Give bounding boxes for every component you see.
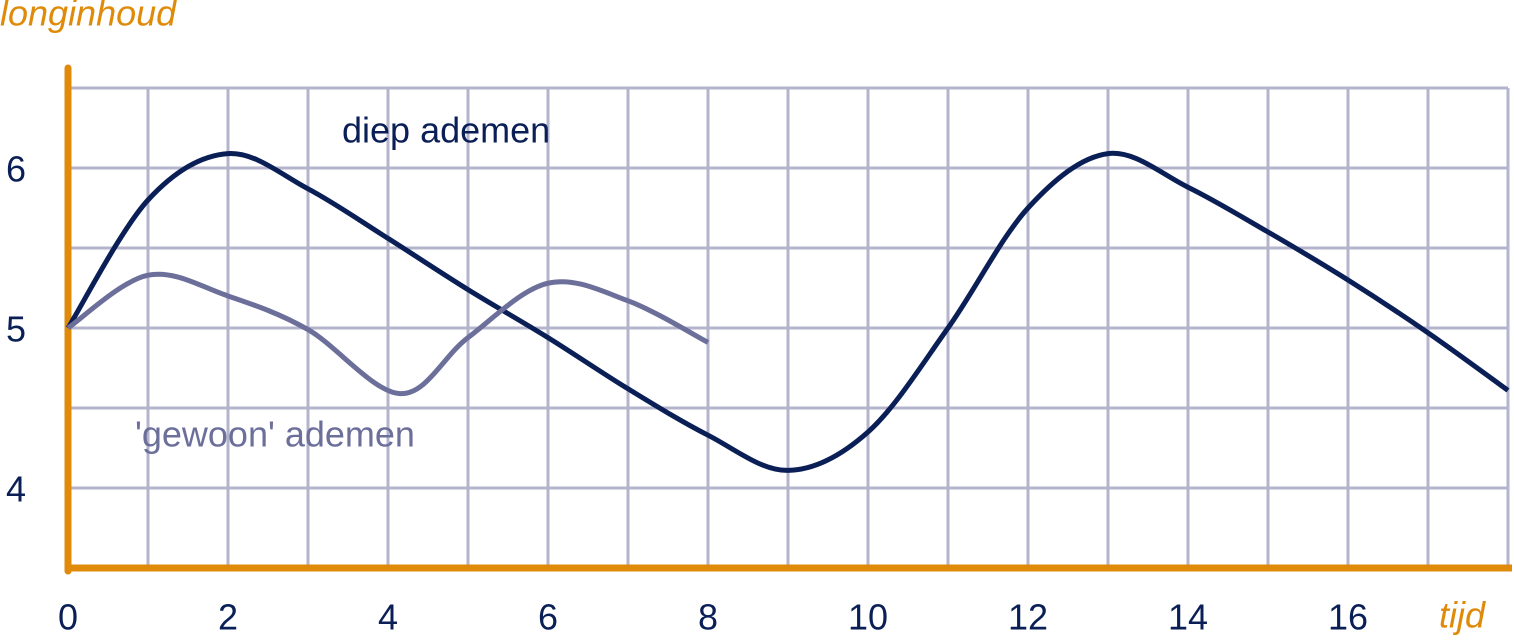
- series-label: 'gewoon' ademen: [135, 414, 415, 455]
- series-label: diep ademen: [342, 110, 550, 151]
- y-tick-label: 4: [6, 469, 26, 510]
- y-tick-label: 5: [6, 309, 26, 350]
- line-series: [66, 271, 710, 397]
- line-series: [65, 150, 1510, 473]
- x-tick-label: 12: [1008, 597, 1048, 638]
- x-tick-label: 2: [218, 597, 238, 638]
- y-tick-label: 6: [6, 149, 26, 190]
- x-tick-label: 10: [848, 597, 888, 638]
- x-tick-label: 0: [58, 597, 78, 638]
- x-tick-label: 8: [698, 597, 718, 638]
- y-axis-label: longinhoud: [0, 0, 177, 34]
- x-tick-label: 16: [1328, 597, 1368, 638]
- x-axis-label: tijd: [1439, 595, 1486, 636]
- x-tick-label: 14: [1168, 597, 1208, 638]
- x-tick-label: 4: [378, 597, 398, 638]
- x-tick-label: 6: [538, 597, 558, 638]
